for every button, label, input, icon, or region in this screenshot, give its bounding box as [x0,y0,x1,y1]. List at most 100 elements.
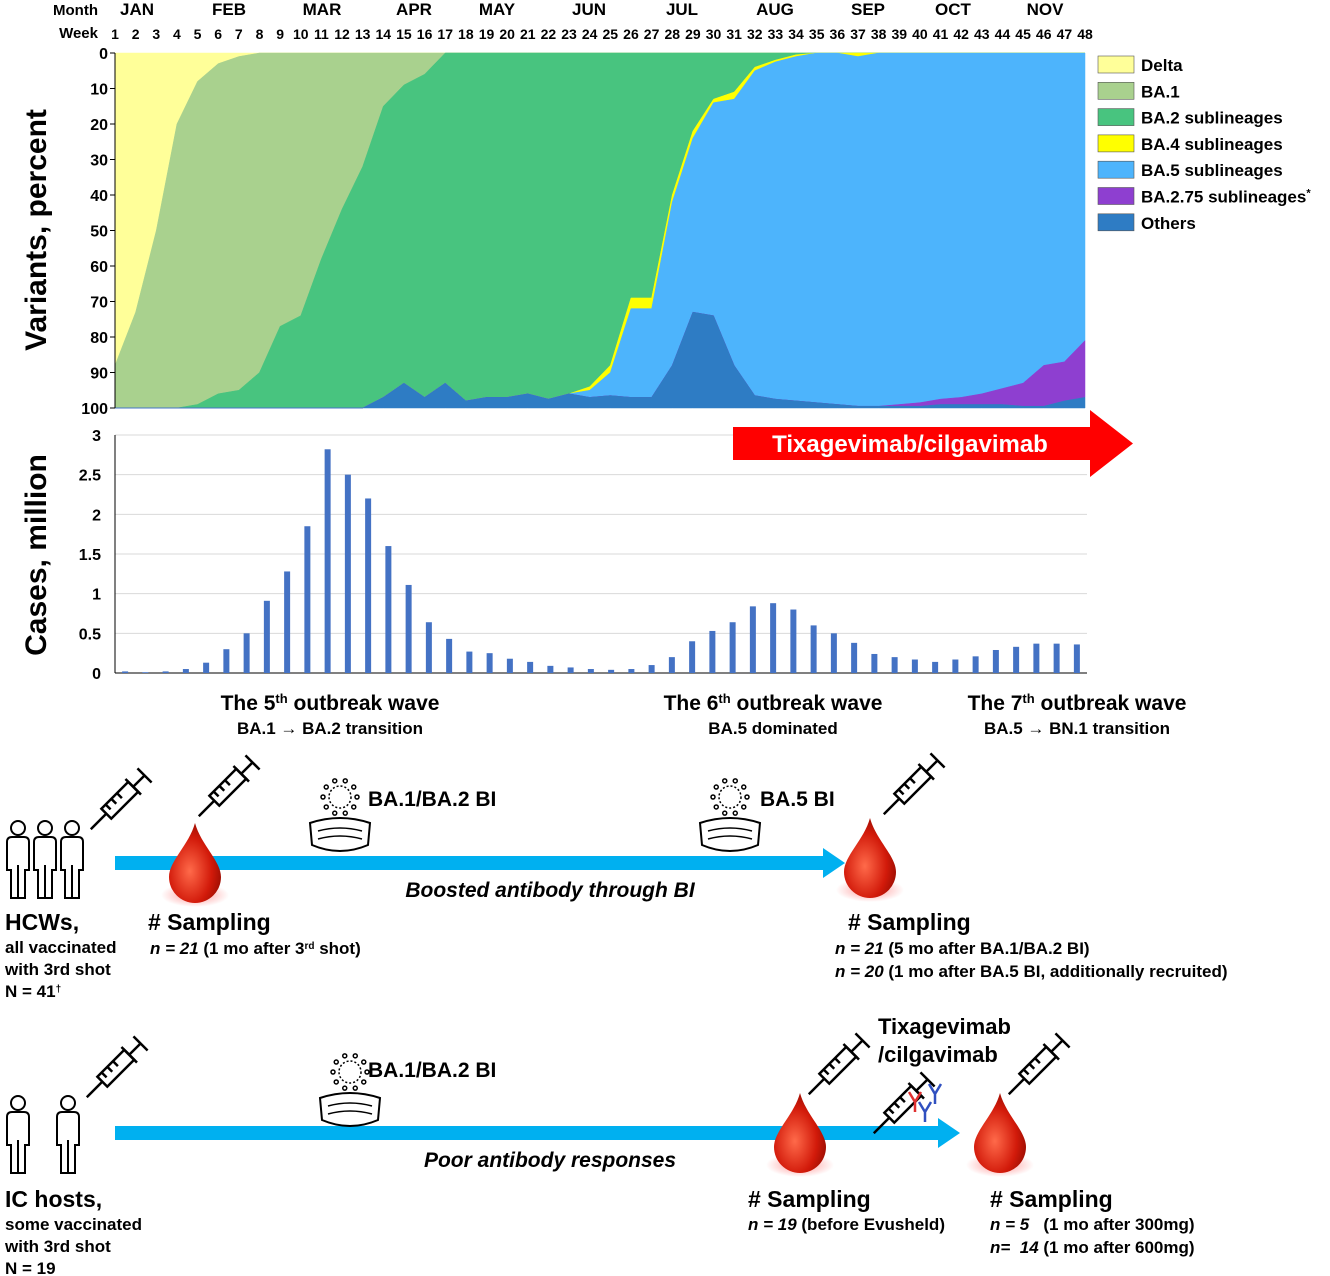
x-tick-label: 28 [664,26,680,42]
x-tick-label: 10 [293,26,309,42]
blood-drop [844,818,896,898]
text-run: (1 mo after 600mg) [1039,1238,1195,1257]
treatment-label: Tixagevimab [878,1014,1011,1039]
y-tick-label: 20 [90,117,108,134]
bar [385,546,392,673]
sampling-detail: n = 21 (1 mo after 3rd shot) [150,939,361,958]
antibody [907,1091,923,1112]
handle [1054,1032,1071,1049]
cohort-detail: with 3rd shot [4,960,111,979]
bar [952,659,959,673]
y-tick-label: 80 [90,330,108,347]
x-tick-label: 6 [214,26,222,42]
y-tick-label: 90 [90,366,108,383]
y-tick-label: 0 [99,46,108,63]
x-tick-label: 4 [173,26,181,42]
virus [338,1060,362,1084]
x-tick-label: 12 [334,26,350,42]
scale [100,1071,108,1079]
x-tick-label: 8 [256,26,264,42]
x-tick-label: 31 [726,26,742,42]
month: JUN [572,0,606,19]
bar [709,630,716,673]
bar [567,667,574,673]
scale [834,1057,841,1064]
y-tick-label: 100 [81,401,108,418]
bar [628,669,635,673]
superscript: th [275,691,287,706]
virus-mask-icon [698,778,762,852]
scale [104,803,112,811]
spike [732,778,739,784]
handle [244,754,261,771]
infection-label: BA.1/BA.2 BI [368,788,496,811]
sampling-detail: n = 5 (1 mo after 300mg) [990,1215,1195,1234]
bar [405,584,412,673]
legend-label: BA.2 sublineages [1141,109,1283,128]
bar [851,642,858,673]
x-tick-label: 41 [933,26,949,42]
antibody [927,1083,943,1104]
text-run: shot) [314,939,360,958]
syringe-icon [807,1032,871,1096]
month-label: Month [53,2,98,19]
x-tick-label: 23 [561,26,577,42]
month: JAN [120,0,154,19]
y-tick-label: 40 [90,188,108,205]
bar [689,641,696,673]
cohort-label: HCWs, [5,909,79,935]
cohort-detail: some vaccinated [5,1215,142,1234]
wave-title: The 6th outbreak wave [664,691,883,716]
y-tick-label: 0.5 [79,626,101,643]
spike [721,778,728,784]
flange [907,1082,925,1100]
needle [882,797,901,816]
person-icon [56,1095,80,1174]
infection-label: BA.1/BA.2 BI [368,1059,496,1082]
needle [89,812,108,831]
arrow-label: Boosted antibody through BI [405,879,695,902]
bar [729,622,736,673]
y-tick-label: 50 [90,224,108,241]
mask [698,817,762,852]
x-tick-label: 5 [194,26,202,42]
bar [770,603,777,673]
bar [932,661,939,673]
timeline-arrow-head [938,1118,960,1148]
antibody-icon [917,1101,933,1122]
scale [828,1062,836,1070]
handle [929,752,946,769]
x-tick-label: 9 [276,26,284,42]
spike [352,1085,359,1091]
needle [872,1116,891,1135]
text-run: n= 14 [990,1238,1039,1257]
x-tick-label: 11 [314,26,329,42]
x-tick-label: 40 [912,26,928,42]
spike [361,1079,367,1085]
mask-pleat [707,827,753,840]
spike [351,784,357,790]
text-run: n = 21 [150,939,199,958]
x-tick-label: 20 [499,26,515,42]
needle [807,1077,826,1096]
head [10,1095,26,1111]
plunger [1050,1039,1064,1053]
bar [466,651,473,673]
y-tick-label: 1.5 [79,547,101,564]
text-run: (1 mo after 3 [199,939,305,958]
legend-label: Others [1141,214,1196,233]
bar [992,649,999,673]
bar [1033,643,1040,673]
spike [323,804,329,810]
spike [741,804,747,810]
y-tick-label: 2.5 [79,468,101,485]
bar [871,653,878,673]
scale [899,1096,906,1103]
wave-subtitle: BA.1 → BA.2 transition [237,719,423,738]
blood-drop [169,823,221,903]
wave-title: The 7th outbreak wave [968,691,1187,716]
wave-subtitle: BA.5 → BN.1 transition [984,719,1170,738]
flange [842,1043,860,1061]
scale [224,779,231,786]
spike [342,810,349,816]
